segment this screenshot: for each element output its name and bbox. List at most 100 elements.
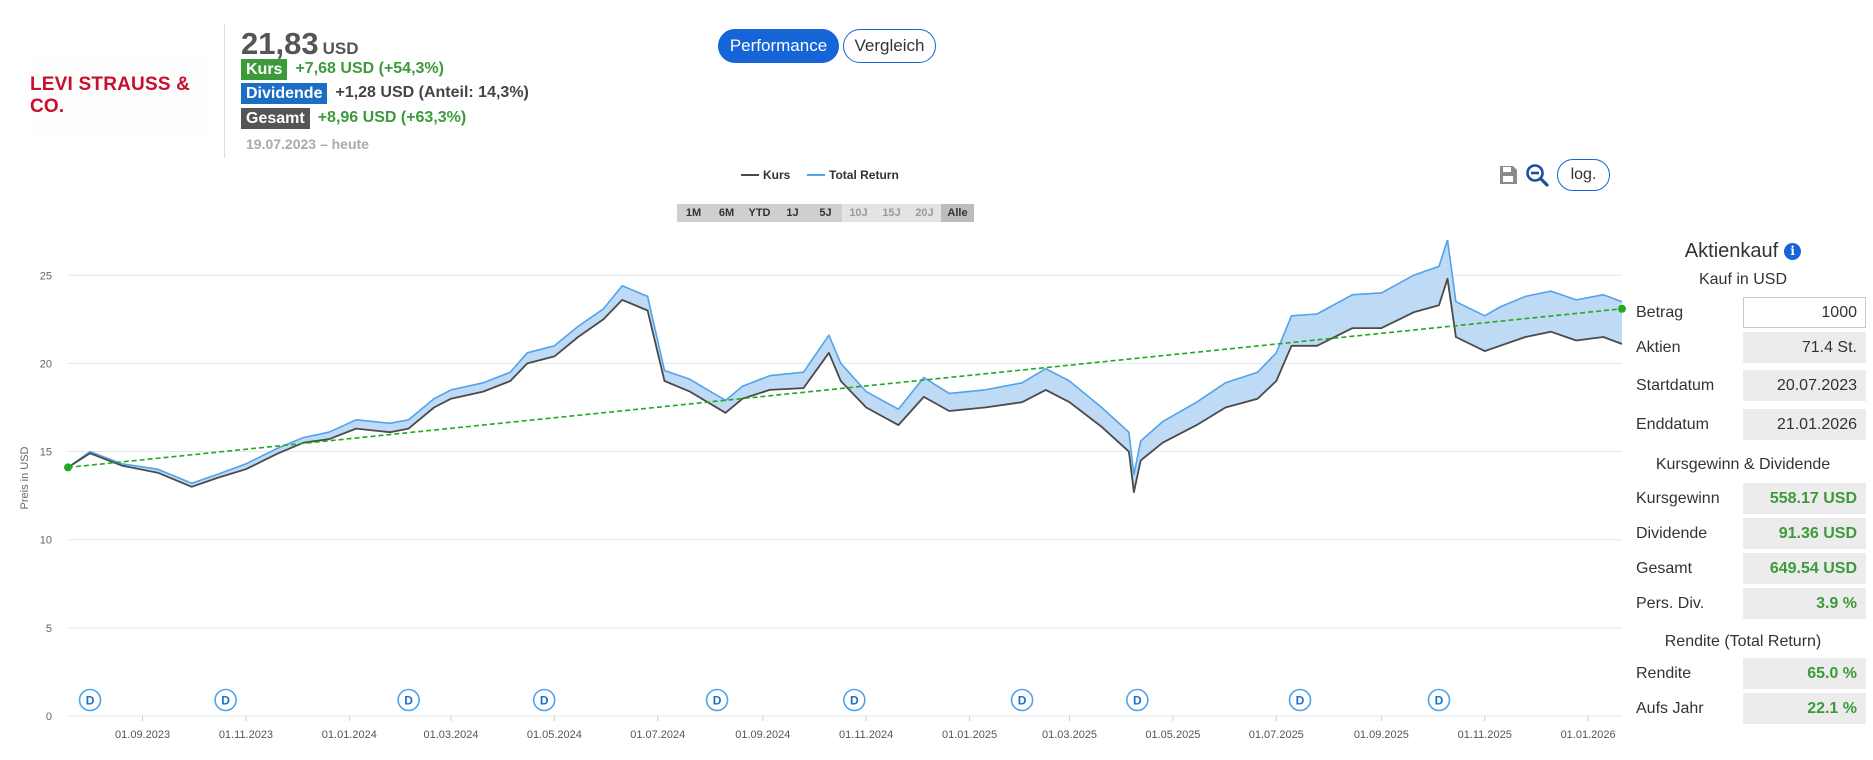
- x-tick-label: 01.05.2025: [1145, 729, 1200, 741]
- aktien-row: Aktien 71.4 St.: [1636, 332, 1866, 363]
- dividend-marker-label: D: [1133, 694, 1142, 708]
- gesamt-label: Gesamt: [1636, 560, 1693, 577]
- betrag-input[interactable]: [1743, 297, 1866, 328]
- dividende-badge: Dividende: [241, 82, 328, 104]
- enddatum-row: Enddatum 21.01.2026: [1636, 409, 1866, 440]
- logo-text: LEVI STRAUSS & CO.: [30, 74, 191, 117]
- gesamt-value: 649.54 USD: [1743, 553, 1866, 584]
- dividend-marker-label: D: [713, 694, 722, 708]
- y-tick-label: 20: [40, 358, 52, 370]
- kurs-badge: Kurs: [241, 58, 288, 80]
- y-tick-label: 5: [46, 623, 52, 635]
- date-range: 19.07.2023 – heute: [246, 136, 369, 152]
- persdiv-label: Pers. Div.: [1636, 595, 1705, 612]
- range-5j[interactable]: 5J: [819, 207, 832, 219]
- dividend-marker[interactable]: [214, 688, 237, 712]
- save-icon[interactable]: [1497, 164, 1519, 186]
- price-chart[interactable]: 0 5 10 15 20 25 Preis in USD 01.09.2023 01.11.20…: [0, 240, 1628, 752]
- range-10j: 10J: [842, 204, 875, 222]
- x-tick-label: 01.09.2024: [735, 729, 790, 741]
- dividend-marker-label: D: [1296, 694, 1305, 708]
- persdiv-row: Pers. Div. 3.9 %: [1636, 588, 1866, 619]
- x-tick-label: 01.11.2025: [1458, 729, 1512, 741]
- range-alle[interactable]: Alle: [941, 204, 974, 222]
- zoom-out-icon[interactable]: [1525, 163, 1550, 188]
- section-rendite: Rendite (Total Return): [1664, 633, 1822, 650]
- x-tick-label: 01.07.2024: [630, 729, 685, 741]
- gesamt-badge: Gesamt: [241, 107, 310, 129]
- legend-tr-label: Total Return: [829, 168, 899, 182]
- y-tick-label: 10: [40, 535, 52, 547]
- header-divider: [224, 24, 225, 158]
- dividende-change: +1,28 USD (Anteil: 14,3%): [335, 84, 529, 101]
- dividend-marker[interactable]: [705, 688, 729, 712]
- range-ytd[interactable]: YTD: [748, 207, 771, 219]
- enddatum-label: Enddatum: [1636, 416, 1709, 433]
- dividend-marker-label: D: [404, 694, 413, 708]
- x-tick-label: 01.11.2023: [219, 729, 273, 741]
- panel-title: Aktienkauf i: [1628, 240, 1858, 263]
- startdatum-row: Startdatum 20.07.2023: [1636, 370, 1866, 401]
- dividende-row: Dividende +1,28 USD (Anteil: 14,3%): [241, 82, 529, 104]
- range-1m[interactable]: 1M: [685, 207, 702, 219]
- dividend-marker[interactable]: [1288, 688, 1312, 712]
- aktien-value: 71.4 St.: [1743, 332, 1866, 363]
- dividend-marker-label: D: [1018, 694, 1027, 708]
- panel-subtitle: Kauf in USD: [1698, 271, 1788, 288]
- aufsjahr-label: Aufs Jahr: [1636, 700, 1704, 717]
- panel-title-text: Aktienkauf: [1684, 240, 1779, 262]
- dividend-marker[interactable]: [532, 688, 556, 712]
- section-kursgewinn-dividende: Kursgewinn & Dividende: [1655, 456, 1831, 473]
- dividend-marker[interactable]: [843, 688, 866, 712]
- price-value: 21,83: [241, 26, 319, 61]
- x-tick-label: 01.11.2024: [839, 729, 893, 741]
- gesamt-panel-row: Gesamt 649.54 USD: [1636, 553, 1866, 584]
- x-tick-label: 01.09.2023: [115, 729, 170, 741]
- kursgewinn-label: Kursgewinn: [1636, 490, 1720, 507]
- dividend-marker[interactable]: [1427, 688, 1451, 712]
- performance-button[interactable]: Performance: [718, 29, 839, 63]
- y-tick-label: 0: [46, 711, 52, 723]
- y-tick-label: 15: [40, 447, 52, 459]
- betrag-row: Betrag: [1636, 297, 1866, 328]
- kursgewinn-row: Kursgewinn 558.17 USD: [1636, 483, 1866, 514]
- kursgewinn-value: 558.17 USD: [1743, 483, 1866, 514]
- range-6m[interactable]: 6M: [718, 207, 735, 219]
- vergleich-button[interactable]: Vergleich: [843, 29, 936, 63]
- enddatum-value[interactable]: 21.01.2026: [1743, 409, 1866, 440]
- dividende-label: Dividende: [1636, 525, 1708, 542]
- legend-kurs-label: Kurs: [763, 168, 791, 182]
- dividend-marker[interactable]: [78, 688, 102, 712]
- series-line-kurs: [67, 277, 1623, 494]
- gesamt-change: +8,96 USD (+63,3%): [317, 109, 467, 126]
- dividende-panel-row: Dividende 91.36 USD: [1636, 518, 1866, 549]
- range-1j[interactable]: 1J: [786, 207, 799, 219]
- rendite-value: 65.0 %: [1743, 658, 1866, 689]
- dividende-value: 91.36 USD: [1743, 518, 1866, 549]
- dividend-marker[interactable]: [1126, 688, 1149, 712]
- dividend-marker-label: D: [540, 694, 549, 708]
- aktien-label: Aktien: [1636, 339, 1681, 356]
- dividend-marker-label: D: [86, 694, 95, 708]
- series-line-total-return: [67, 240, 1623, 485]
- log-scale-button[interactable]: log.: [1557, 159, 1610, 191]
- legend-total-return[interactable]: Total Return: [807, 167, 899, 183]
- startdatum-value[interactable]: 20.07.2023: [1743, 370, 1866, 401]
- company-logo: LEVI STRAUSS & CO.: [30, 56, 210, 136]
- x-tick-label: 01.07.2025: [1249, 729, 1304, 741]
- dividend-marker[interactable]: [397, 688, 420, 712]
- price-display: 21,83 USD: [241, 26, 358, 62]
- info-icon[interactable]: i: [1784, 243, 1802, 260]
- trend-line: [67, 307, 1623, 469]
- kurs-change: +7,68 USD (+54,3%): [295, 60, 444, 77]
- range-20j: 20J: [908, 204, 941, 222]
- legend-kurs[interactable]: Kurs: [741, 167, 790, 183]
- betrag-label: Betrag: [1636, 304, 1684, 321]
- kurs-row: Kurs +7,68 USD (+54,3%): [241, 58, 444, 80]
- gesamt-row: Gesamt +8,96 USD (+63,3%): [241, 107, 466, 129]
- dividend-marker[interactable]: [1010, 688, 1034, 712]
- x-tick-label: 01.01.2025: [942, 729, 997, 741]
- dividend-marker-label: D: [850, 694, 859, 708]
- x-tick-label: 01.01.2024: [322, 729, 377, 741]
- price-currency: USD: [322, 39, 359, 58]
